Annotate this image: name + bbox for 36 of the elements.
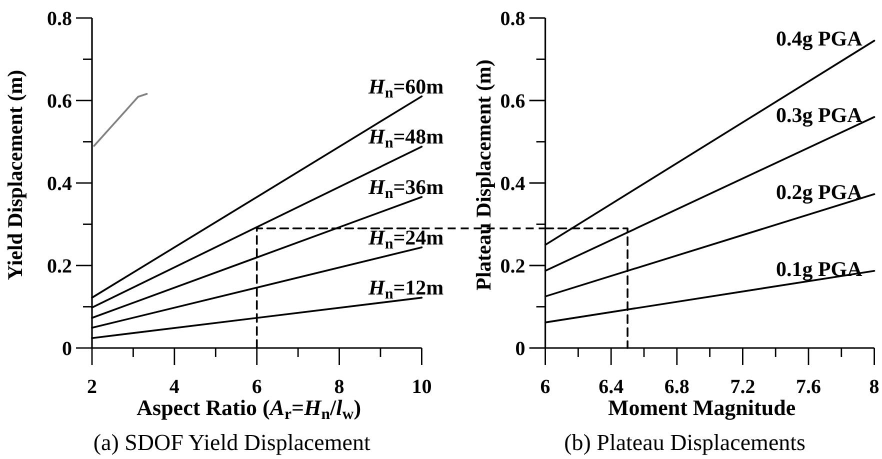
text: (a) SDOF Yield Displacement: [93, 430, 371, 455]
x-tick-label: 7.6: [796, 376, 821, 398]
y-tick-label: 0.8: [47, 8, 72, 30]
series-label: 0.3g PGA: [776, 103, 864, 127]
y-tick-label: 0.2: [47, 256, 72, 278]
x-tick-label: 6.4: [598, 376, 624, 398]
y-tick-label: 0.8: [500, 8, 526, 30]
series-label: H$_{n}$=24m: [367, 225, 444, 252]
y-tick-label: 0.4: [500, 173, 526, 195]
series-label: H$_{n}$=60m: [367, 74, 444, 102]
y-tick-label: 0.6: [500, 90, 526, 112]
series-label: 0.2g PGA: [776, 180, 864, 204]
y-tick-label: 0: [515, 338, 526, 360]
series-label: H$_{n}$=12m: [367, 276, 444, 302]
y-tick-label: 0.6: [47, 90, 72, 112]
x-tick-label: 6.8: [664, 376, 690, 398]
text: Aspect Ratio (A$_{r}$=H$_{n}$/l$_{w}$): [136, 395, 362, 423]
x-tick-label: 4: [169, 376, 180, 398]
series-label: 0.1g PGA: [776, 256, 864, 281]
y-tick-label: 0: [62, 338, 72, 360]
x-tick-label: 7.2: [730, 376, 756, 398]
x-tick-label: 6: [540, 376, 550, 398]
x-tick-label: 8: [869, 376, 880, 398]
y-tick-label: 0.4: [47, 173, 72, 195]
x-axis-title: Moment Magnitude: [608, 395, 796, 420]
x-tick-label: 6: [252, 376, 262, 398]
y-axis-title: Yield Displacement (m): [3, 70, 27, 280]
text: (b) Plateau Displacements: [564, 430, 806, 455]
y-axis-title: Plateau Displacement (m): [471, 60, 496, 290]
x-tick-label: 10: [412, 376, 432, 398]
series-label: 0.4g PGA: [776, 26, 864, 51]
series-label: H$_{n}$=36m: [367, 175, 444, 202]
x-tick-label: 2: [87, 376, 97, 398]
series-label: H$_{n}$=48m: [367, 124, 444, 152]
y-tick-label: 0.2: [500, 256, 526, 278]
x-tick-label: 8: [334, 376, 344, 398]
